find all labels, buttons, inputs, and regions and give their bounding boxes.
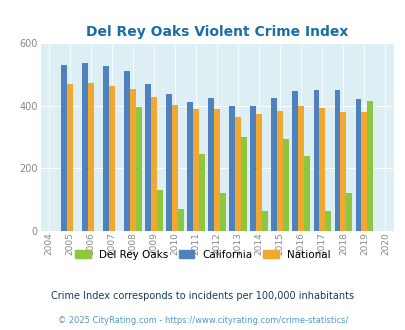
- Bar: [298, 106, 303, 231]
- Bar: [256, 114, 262, 231]
- Bar: [172, 105, 178, 231]
- Bar: [130, 89, 136, 231]
- Bar: [193, 109, 198, 231]
- Bar: [229, 106, 235, 231]
- Bar: [61, 65, 67, 231]
- Bar: [292, 91, 298, 231]
- Bar: [355, 99, 360, 231]
- Bar: [151, 97, 157, 231]
- Bar: [345, 193, 351, 231]
- Bar: [241, 137, 247, 231]
- Bar: [283, 139, 288, 231]
- Bar: [103, 66, 109, 231]
- Bar: [235, 116, 241, 231]
- Bar: [88, 83, 94, 231]
- Legend: Del Rey Oaks, California, National: Del Rey Oaks, California, National: [71, 246, 334, 264]
- Bar: [67, 84, 73, 231]
- Title: Del Rey Oaks Violent Crime Index: Del Rey Oaks Violent Crime Index: [86, 25, 347, 39]
- Bar: [360, 113, 367, 231]
- Bar: [214, 109, 220, 231]
- Bar: [339, 113, 345, 231]
- Bar: [262, 211, 267, 231]
- Bar: [220, 193, 226, 231]
- Bar: [82, 63, 88, 231]
- Bar: [313, 90, 319, 231]
- Bar: [109, 86, 115, 231]
- Bar: [303, 156, 309, 231]
- Bar: [136, 107, 142, 231]
- Bar: [208, 98, 214, 231]
- Bar: [319, 108, 324, 231]
- Bar: [334, 90, 339, 231]
- Bar: [157, 190, 162, 231]
- Bar: [277, 111, 283, 231]
- Bar: [145, 84, 151, 231]
- Bar: [367, 101, 372, 231]
- Bar: [198, 154, 205, 231]
- Text: © 2025 CityRating.com - https://www.cityrating.com/crime-statistics/: © 2025 CityRating.com - https://www.city…: [58, 316, 347, 325]
- Bar: [166, 94, 172, 231]
- Text: Crime Index corresponds to incidents per 100,000 inhabitants: Crime Index corresponds to incidents per…: [51, 291, 354, 301]
- Bar: [324, 211, 330, 231]
- Bar: [124, 71, 130, 231]
- Bar: [178, 209, 183, 231]
- Bar: [250, 106, 256, 231]
- Bar: [187, 103, 193, 231]
- Bar: [271, 98, 277, 231]
